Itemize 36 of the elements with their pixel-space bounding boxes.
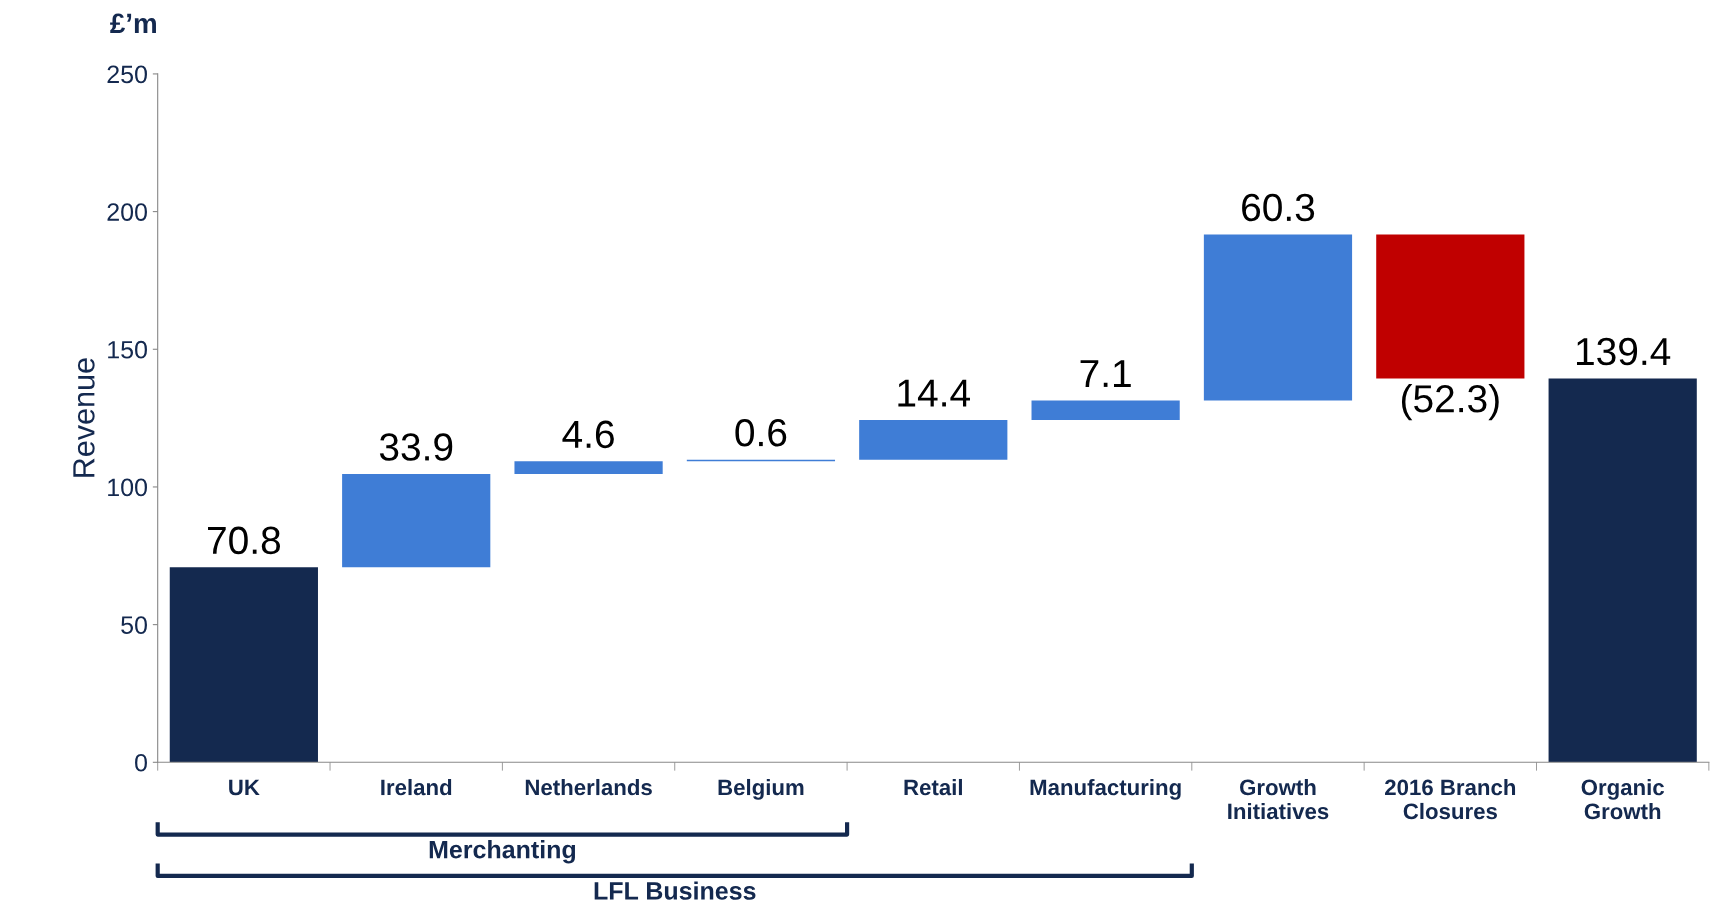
x-tick-label: Manufacturing xyxy=(1030,778,1181,800)
x-tick-label: Netherlands xyxy=(525,778,652,796)
data-label: 0.6 xyxy=(735,418,787,447)
bar xyxy=(1203,234,1353,401)
y-tick-label: 50 xyxy=(121,616,147,634)
x-tick-label: UK xyxy=(229,779,260,796)
y-tick-label: 100 xyxy=(108,478,147,497)
data-label: 33.9 xyxy=(379,433,453,461)
y-tick-label: 0 xyxy=(135,753,147,772)
text: £’m xyxy=(110,13,156,33)
data-label: 60.3 xyxy=(1242,193,1315,222)
bar xyxy=(514,461,663,475)
bar xyxy=(1376,234,1525,379)
bar xyxy=(1031,400,1180,421)
y-tick-label: 150 xyxy=(108,340,147,359)
x-tick-label: Organic Growth xyxy=(1581,778,1665,820)
data-label: 70.8 xyxy=(208,526,281,555)
x-tick-label: Ireland xyxy=(381,778,452,796)
data-label: (52.3) xyxy=(1401,383,1499,421)
data-label: 4.6 xyxy=(562,420,614,449)
data-label: 7.1 xyxy=(1080,360,1131,387)
x-tick-label: Growth Initiatives xyxy=(1228,778,1329,820)
text: Merchanting xyxy=(429,840,576,864)
data-label: 139.4 xyxy=(1576,337,1671,366)
x-tick-label: 2016 Branch Closures xyxy=(1385,778,1516,820)
bar xyxy=(342,474,491,568)
text: LFL Business xyxy=(594,881,756,900)
bar xyxy=(859,420,1008,460)
x-tick-label: Belgium xyxy=(718,778,804,800)
bar xyxy=(169,567,318,763)
x-tick-label: Retail xyxy=(904,778,962,796)
data-label: 14.4 xyxy=(898,379,970,407)
y-axis-title: Revenue xyxy=(73,358,95,477)
bar xyxy=(1548,378,1697,763)
y-tick-label: 250 xyxy=(107,65,147,84)
y-tick-label: 200 xyxy=(107,203,147,221)
